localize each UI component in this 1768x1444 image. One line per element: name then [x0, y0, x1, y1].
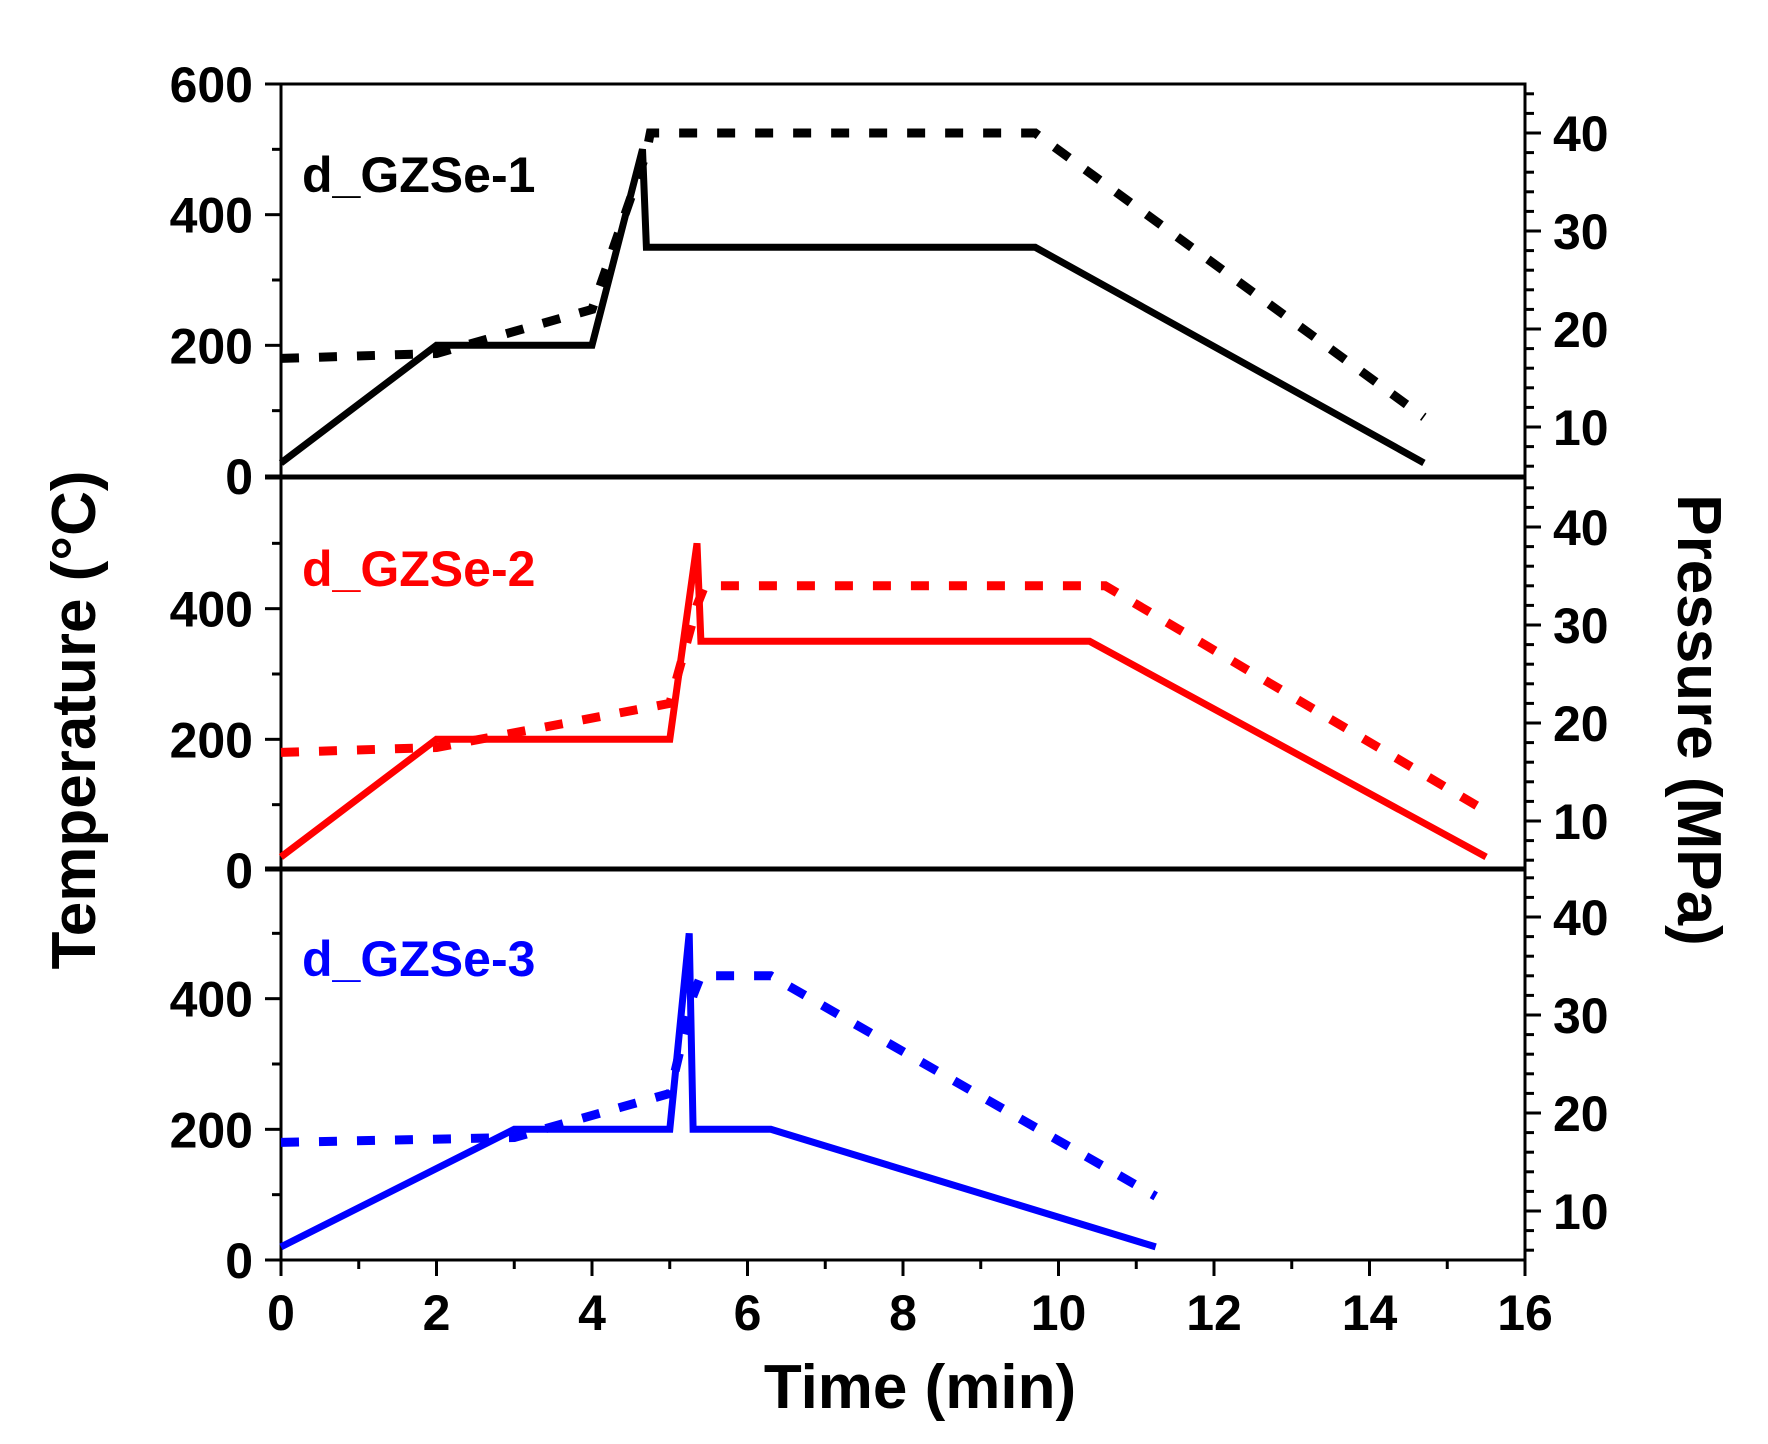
time-tick-label: 16: [1497, 1285, 1553, 1341]
panel-frames: [279, 82, 1527, 1262]
temp-tick-label: 0: [225, 843, 253, 899]
pressure-tick-label: 40: [1553, 890, 1609, 946]
time-tick-label: 10: [1031, 1285, 1087, 1341]
pressure-tick-label: 20: [1553, 696, 1609, 752]
pressure-tick-label: 40: [1553, 106, 1609, 162]
pressure-tick-label: 30: [1553, 598, 1609, 654]
pressure-tick-label: 10: [1553, 400, 1609, 456]
pressure-tick-label: 10: [1553, 1184, 1609, 1240]
pressure-line-2: [280, 581, 1489, 816]
pressure-tick-label: 10: [1553, 794, 1609, 850]
panel-frame-3: [279, 866, 1527, 1262]
time-tick-label: 6: [734, 1285, 762, 1341]
time-tick-label: 12: [1186, 1285, 1242, 1341]
temperature-line-3: [279, 932, 1157, 1251]
temp-tick-label: 400: [170, 972, 253, 1028]
panel-label-1: d_GZSe-1: [302, 147, 535, 203]
temp-tick-label: 400: [170, 188, 253, 244]
pressure-tick-label: 20: [1553, 1086, 1609, 1142]
temperature-line-1: [278, 148, 1426, 466]
time-tick-label: 4: [578, 1285, 606, 1341]
temp-tick-label: 400: [170, 582, 253, 638]
pressure-tick-label: 20: [1553, 302, 1609, 358]
temperature-line-2: [278, 542, 1488, 860]
temp-tick-label: 200: [170, 1102, 253, 1158]
temp-tick-label: 600: [170, 57, 253, 113]
panel-label-2: d_GZSe-2: [302, 541, 535, 597]
pressure-tick-label: 30: [1553, 988, 1609, 1044]
pressure-tick-label: 40: [1553, 500, 1609, 556]
pressure-tick-label: 30: [1553, 204, 1609, 260]
temp-tick-label: 0: [225, 449, 253, 505]
pressure-line-3: [280, 971, 1158, 1201]
temp-tick-label: 0: [225, 1233, 253, 1289]
panel-frame-2: [279, 476, 1527, 872]
temp-tick-label: 200: [170, 318, 253, 374]
time-tick-label: 14: [1342, 1285, 1398, 1341]
x-axis-title: Time (min): [764, 1353, 1076, 1422]
series-layer: [278, 128, 1489, 1251]
time-tick-label: 8: [889, 1285, 917, 1341]
time-tick-label: 0: [267, 1285, 295, 1341]
time-tick-label: 2: [423, 1285, 451, 1341]
tick-labels: 0200400600102030400200400102030400200400…: [170, 57, 1609, 1341]
y-axis-title-left: Temperature (°C): [40, 470, 109, 969]
temp-tick-label: 200: [170, 712, 253, 768]
panel-labels: d_GZSe-1 d_GZSe-2 d_GZSe-3: [302, 147, 535, 987]
pressure-line-1: [280, 128, 1427, 421]
panel-label-3: d_GZSe-3: [302, 931, 535, 987]
axis-ticks: [265, 82, 1541, 1276]
y-axis-title-right: Pressure (MPa): [1664, 494, 1733, 945]
